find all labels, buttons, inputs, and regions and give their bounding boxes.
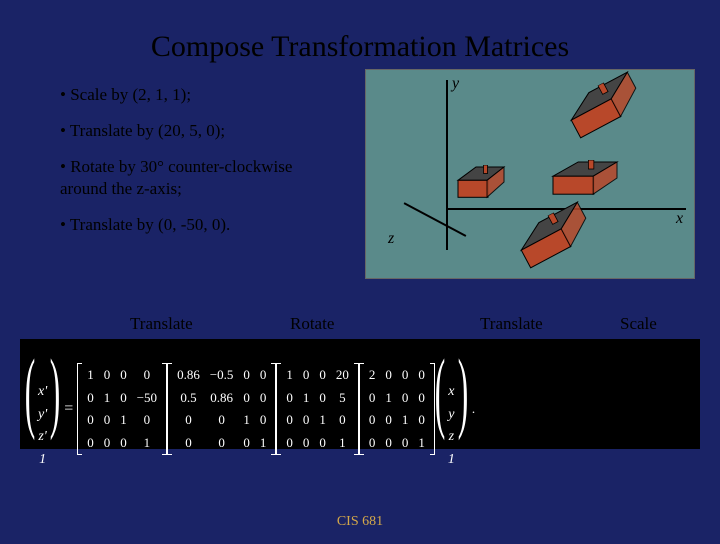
matrix-equation: (x'y'z'1)=1000010−50001000010.86−0.5000.… bbox=[20, 339, 700, 449]
label-scale: Scale bbox=[620, 314, 657, 334]
bullet-3: • Rotate by 30° counter-clockwise around… bbox=[60, 156, 292, 200]
slide-title: Compose Transformation Matrices bbox=[0, 0, 720, 64]
bullet-3-line1: • Rotate by 30° counter-clockwise bbox=[60, 157, 292, 176]
house-icon bbox=[456, 165, 506, 199]
label-translate-2: Translate bbox=[480, 314, 543, 334]
label-translate-1: Translate bbox=[130, 314, 193, 334]
z-label: z bbox=[388, 230, 394, 248]
house-icon bbox=[551, 160, 619, 196]
bullet-1: • Scale by (2, 1, 1); bbox=[60, 84, 292, 106]
label-rotate: Rotate bbox=[290, 314, 334, 334]
x-label: x bbox=[676, 210, 683, 228]
house-icon bbox=[511, 200, 597, 271]
y-label: y bbox=[452, 75, 459, 93]
bullet-2: • Translate by (20, 5, 0); bbox=[60, 120, 292, 142]
bullet-4: • Translate by (0, -50, 0). bbox=[60, 214, 292, 236]
content-area: • Scale by (2, 1, 1); • Translate by (20… bbox=[0, 64, 720, 544]
bullet-3-line2: around the z-axis; bbox=[60, 179, 182, 198]
coordinate-diagram: y x z bbox=[365, 69, 695, 279]
house-icon bbox=[561, 70, 647, 141]
bullet-list: • Scale by (2, 1, 1); • Translate by (20… bbox=[60, 84, 292, 250]
footer-text: CIS 681 bbox=[0, 514, 720, 530]
